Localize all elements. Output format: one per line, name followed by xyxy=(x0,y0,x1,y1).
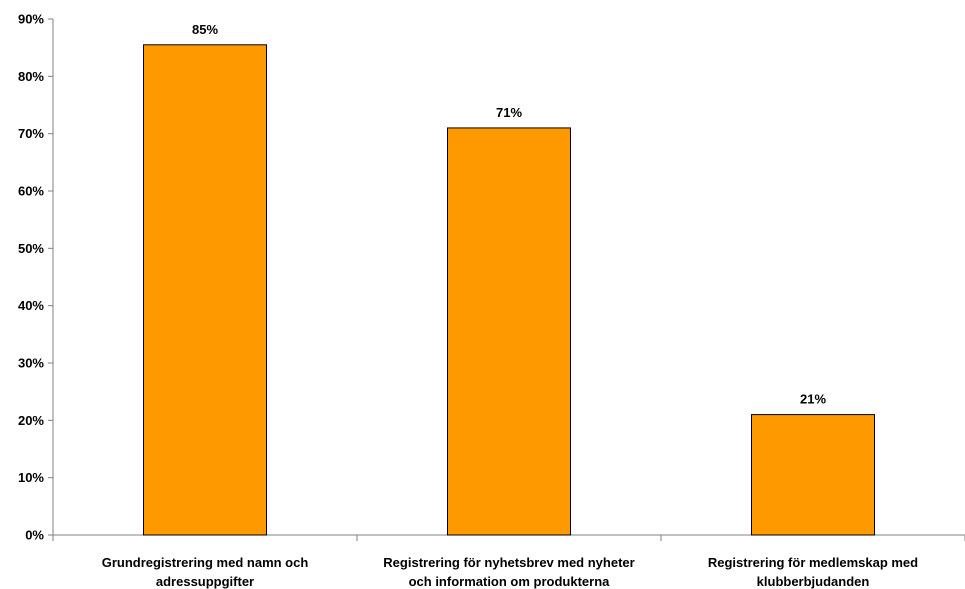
x-category-label-line: Grundregistrering med namn och xyxy=(102,555,309,570)
y-tick-label: 60% xyxy=(18,184,44,199)
y-tick-label: 70% xyxy=(18,126,44,141)
y-tick-label: 20% xyxy=(18,413,44,428)
y-tick-label: 40% xyxy=(18,298,44,313)
y-tick-label: 30% xyxy=(18,356,44,371)
bar xyxy=(751,414,875,536)
y-tick-label: 0% xyxy=(25,528,44,543)
x-category-label: Registrering för medlemskap med klubberbj… xyxy=(708,555,918,589)
x-category-label-line: klubberbjudanden xyxy=(757,574,870,589)
data-label: 21% xyxy=(800,392,826,407)
y-tick-label: 80% xyxy=(18,69,44,84)
x-category-label-line: Registrering för medlemskap med xyxy=(708,555,918,570)
x-category-label: Grundregistrering med namn och adressuppg… xyxy=(102,555,309,589)
y-tick-label: 90% xyxy=(18,12,44,27)
bar xyxy=(143,44,267,536)
bar xyxy=(447,127,571,536)
data-label: 71% xyxy=(496,105,522,120)
x-category-label-line: och information om produkterna xyxy=(409,574,611,589)
y-tick-label: 50% xyxy=(18,241,44,256)
y-tick-label: 10% xyxy=(18,470,44,485)
bars xyxy=(143,44,875,536)
labels: 85% Grundregistrering med namn och adressu… xyxy=(102,22,918,589)
data-label: 85% xyxy=(192,22,218,37)
x-category-label: Registrering för nyhetsbrev med nyheter o… xyxy=(383,555,634,589)
x-category-label-line: Registrering för nyhetsbrev med nyheter xyxy=(383,555,634,570)
x-category-label-line: adressuppgifter xyxy=(156,574,254,589)
